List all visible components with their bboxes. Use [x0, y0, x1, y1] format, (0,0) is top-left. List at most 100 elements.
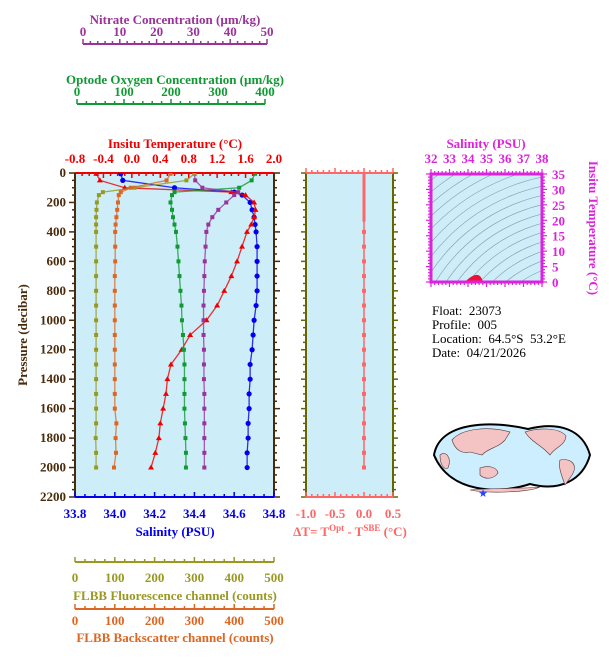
dt-frame	[301, 172, 398, 498]
pressure-tick: 1800	[40, 430, 66, 445]
ts-salinity-tick: 32	[425, 151, 438, 166]
ts-salinity-tick: 36	[499, 151, 513, 166]
map-land-antarctica	[469, 486, 541, 493]
oxygen-axis-tick: 100	[114, 84, 134, 99]
pressure-tick: 1200	[40, 342, 66, 357]
oxygen-axis	[76, 99, 266, 105]
nitrate-axis-tick: 20	[150, 24, 163, 39]
nitrate-axis-tick: 50	[261, 24, 274, 39]
map-land-australia	[479, 466, 499, 479]
dt-axis-tick: 0.5	[385, 506, 402, 521]
world-map: ★	[432, 423, 592, 500]
series-dt	[362, 173, 366, 470]
salinity-axis	[74, 492, 275, 498]
temperature-axis-tick: 1.6	[237, 151, 254, 166]
series-fluorescence	[93, 173, 197, 470]
temperature-axis-title: Insitu Temperature (°C)	[108, 136, 242, 151]
nitrate-axis-title: Nitrate Concentration (µm/kg)	[90, 12, 261, 27]
nitrate-axis-tick: 30	[187, 24, 200, 39]
ts-temperature-tick: 30	[552, 182, 565, 197]
pressure-tick: 2200	[40, 489, 66, 504]
ts-temperature-tick: 15	[552, 229, 566, 244]
temperature-axis-tick: -0.8	[65, 151, 86, 166]
fluorescence-axis-title: FLBB Fluorescence channel (counts)	[73, 588, 277, 603]
ts-frame	[426, 169, 547, 287]
float-id: Float: 23073	[432, 303, 502, 318]
backscatter-axis-title: FLBB Backscatter channel (counts)	[76, 630, 273, 645]
oxygen-axis-title: Optode Oxygen Concentration (µm/kg)	[66, 72, 284, 87]
series-temperature	[93, 173, 259, 470]
pressure-axis	[69, 172, 280, 498]
temperature-axis-tick: 1.2	[209, 151, 225, 166]
map-land-north-america	[524, 428, 567, 456]
temperature-axis-tick: -0.4	[93, 151, 114, 166]
fluorescence-axis	[74, 557, 275, 563]
series-backscatter	[112, 173, 173, 470]
backscatter-axis-tick: 0	[72, 613, 79, 628]
ts-salinity-tick: 37	[517, 151, 531, 166]
oxygen-axis-tick: 200	[161, 84, 181, 99]
backscatter-axis-tick: 200	[145, 613, 165, 628]
pressure-tick: 0	[60, 165, 67, 180]
star-icon: ★	[478, 488, 488, 500]
dt-axis-title: ΔT= TOpt - TSBE (°C)	[293, 523, 407, 539]
ts-temperature-tick: 20	[552, 213, 565, 228]
ts-temperature-tick: 35	[552, 167, 566, 182]
salinity-axis-tick: 34.0	[103, 506, 126, 521]
fluorescence-axis-tick: 300	[185, 570, 205, 585]
pressure-tick: 1000	[40, 312, 66, 327]
ts-salinity-tick: 33	[443, 151, 457, 166]
fluorescence-axis-tick: 100	[105, 570, 125, 585]
nitrate-axis-tick: 10	[113, 24, 126, 39]
fluorescence-axis-tick: 200	[145, 570, 165, 585]
nitrate-axis	[82, 39, 268, 45]
backscatter-axis-tick: 100	[105, 613, 125, 628]
backscatter-axis	[74, 604, 275, 610]
ts-salinity-tick: 35	[480, 151, 494, 166]
salinity-axis-tick: 34.8	[263, 506, 286, 521]
ts-salinity-title: Salinity (PSU)	[446, 136, 525, 151]
ts-temperature-title: Insitu Temperature (°C)	[586, 161, 601, 295]
series-nitrate	[192, 173, 241, 470]
pressure-tick: 400	[47, 224, 67, 239]
salinity-axis-tick: 33.8	[64, 506, 87, 521]
salinity-axis-tick: 34.4	[183, 506, 206, 521]
map-land-asia	[451, 428, 511, 456]
salinity-axis-title: Salinity (PSU)	[135, 524, 214, 539]
temperature-axis-tick: 2.0	[266, 151, 282, 166]
pressure-tick: 600	[47, 253, 67, 268]
series-oxygen	[168, 173, 258, 470]
pressure-tick: 1600	[40, 401, 66, 416]
profile-number: Profile: 005	[432, 317, 497, 332]
ts-salinity-tick: 38	[536, 151, 550, 166]
ts-temperature-tick: 0	[552, 275, 559, 290]
backscatter-axis-tick: 500	[264, 613, 284, 628]
salinity-axis-tick: 34.2	[143, 506, 166, 521]
dt-plot-area	[306, 173, 393, 497]
oxygen-axis-tick: 300	[208, 84, 228, 99]
salinity-axis-tick: 34.6	[223, 506, 246, 521]
oxygen-axis-tick: 0	[74, 84, 81, 99]
temperature-axis-tick: 0.8	[181, 151, 198, 166]
fluorescence-axis-tick: 400	[224, 570, 244, 585]
fluorescence-axis-tick: 500	[264, 570, 284, 585]
pressure-tick: 200	[47, 194, 67, 209]
dt-axis-tick: 0.0	[356, 506, 372, 521]
backscatter-axis-tick: 400	[224, 613, 244, 628]
oxygen-axis-tick: 400	[255, 84, 275, 99]
temperature-axis-tick: 0.4	[152, 151, 169, 166]
pressure-tick: 800	[47, 283, 67, 298]
ts-temperature-tick: 5	[552, 260, 559, 275]
dt-axis-tick: -1.0	[296, 506, 317, 521]
nitrate-axis-tick: 40	[224, 24, 237, 39]
ts-temperature-tick: 10	[552, 244, 565, 259]
backscatter-axis-tick: 300	[185, 613, 205, 628]
ts-salinity-tick: 34	[462, 151, 476, 166]
date: Date: 04/21/2026	[432, 345, 526, 360]
dt-top-axis	[305, 168, 394, 174]
nitrate-axis-tick: 0	[80, 24, 87, 39]
ts-temperature-tick: 25	[552, 198, 566, 213]
dt-axis	[305, 492, 394, 498]
pressure-axis-title: Pressure (decibar)	[15, 284, 30, 386]
